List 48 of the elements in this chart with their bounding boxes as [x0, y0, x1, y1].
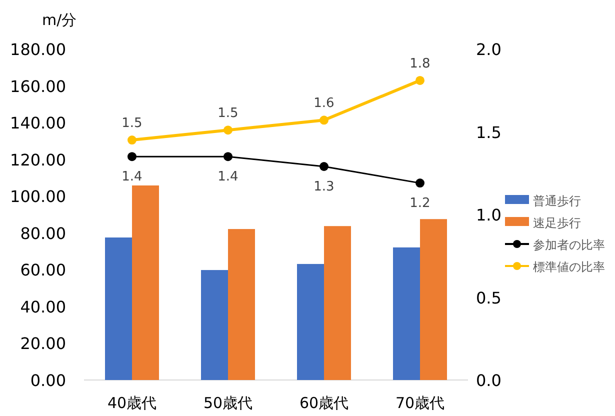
point: [128, 152, 136, 162]
bar: [324, 226, 351, 380]
y-tick-label: 120.00: [10, 150, 66, 170]
bar: [228, 229, 255, 380]
y-tick-label: 0.00: [30, 371, 66, 390]
y-tick-label: 40.00: [20, 297, 66, 316]
y-tick-label: 80.00: [20, 224, 66, 243]
y2-tick-label: 2.0: [476, 40, 502, 59]
x-tick-label: 50歳代: [203, 394, 253, 412]
x-tick-label: 70歳代: [395, 394, 445, 412]
legend-label: 標準値の比率: [533, 260, 605, 274]
data-label: 1.5: [218, 106, 238, 122]
y-axis-title: m/分: [42, 11, 77, 29]
y-tick-label: 100.00: [10, 187, 66, 206]
bar: [201, 270, 228, 380]
bar: [420, 219, 447, 380]
point: [320, 116, 328, 125]
point: [224, 152, 232, 162]
legend-label: 参加者の比率: [533, 238, 605, 252]
data-label: 1.5: [122, 116, 142, 132]
legend-label: 普通歩行: [533, 194, 581, 208]
y-tick-label: 20.00: [20, 334, 66, 354]
data-label: 1.8: [410, 56, 430, 72]
bar: [297, 264, 324, 380]
data-label: 1.4: [218, 170, 238, 185]
point: [320, 162, 328, 172]
bar: [393, 247, 420, 380]
y-tick-label: 60.00: [20, 260, 66, 280]
y-tick-label: 140.00: [10, 114, 66, 133]
bar: [105, 237, 132, 380]
y2-tick-label: 1.0: [476, 206, 502, 224]
data-label: 1.4: [122, 170, 142, 185]
x-tick-label: 60歳代: [299, 394, 349, 412]
point: [224, 126, 232, 135]
data-label: 1.2: [410, 196, 430, 212]
point: [416, 178, 424, 188]
point: [128, 136, 136, 145]
y2-tick-label: 1.5: [476, 122, 502, 142]
x-tick-label: 40歳代: [107, 394, 157, 412]
y-tick-label: 180.00: [10, 40, 66, 59]
point: [416, 76, 424, 85]
y2-tick-label: 0.5: [476, 288, 502, 308]
legend-label: 速足歩行: [533, 216, 581, 230]
y-tick-label: 160.00: [10, 76, 66, 96]
y2-tick-label: 0.0: [476, 371, 502, 390]
bar: [132, 185, 159, 380]
data-label: 1.3: [314, 180, 334, 195]
data-label: 1.6: [314, 96, 334, 112]
